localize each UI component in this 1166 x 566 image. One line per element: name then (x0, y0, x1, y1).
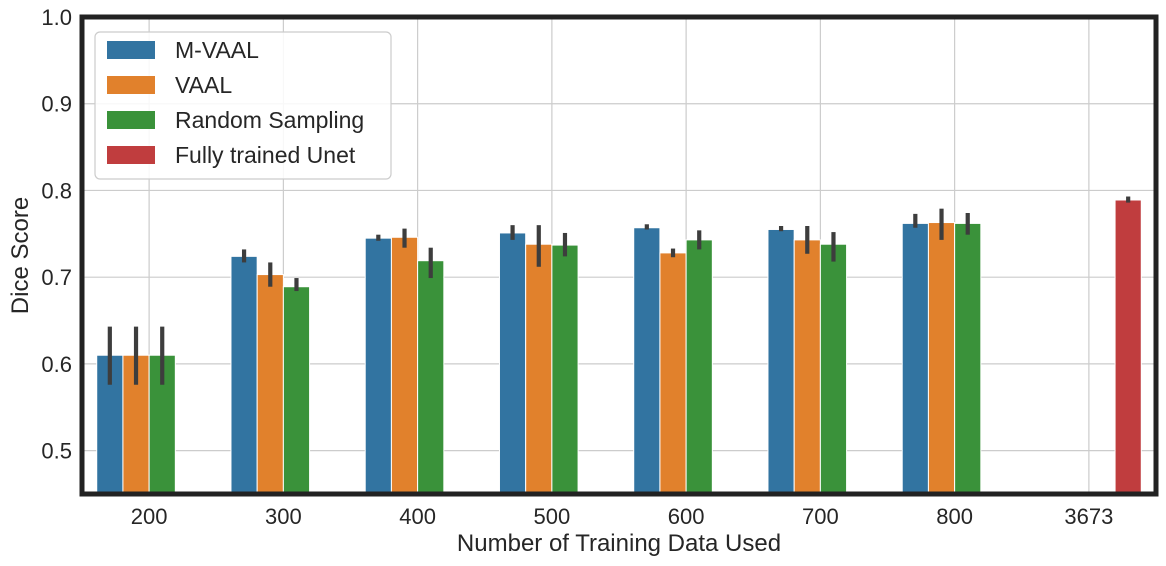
x-axis-ticks: 200 300 400 500 600 700 800 3673 (131, 504, 1114, 529)
plot-frame (79, 14, 1159, 497)
x-tick-label: 200 (131, 504, 168, 529)
y-tick-label: 0.6 (41, 352, 72, 377)
legend-box (94, 31, 392, 180)
x-tick-label: 500 (534, 504, 571, 529)
bar (282, 286, 311, 495)
bar (633, 227, 661, 495)
bar (659, 252, 687, 495)
legend-swatch (107, 111, 155, 129)
bars (96, 199, 1142, 495)
bar (390, 236, 419, 495)
bar (498, 232, 527, 495)
bar (954, 222, 982, 495)
x-tick-label: 3673 (1064, 504, 1113, 529)
bar (525, 243, 553, 495)
x-tick-label: 300 (265, 504, 302, 529)
bar (901, 222, 929, 495)
y-tick-label: 1.0 (41, 5, 72, 30)
legend-entry: Fully trained Unet (175, 142, 356, 168)
legend-entry: VAAL (175, 72, 232, 98)
x-tick-label: 600 (668, 504, 705, 529)
legend-swatch (107, 41, 155, 59)
bar (685, 239, 713, 495)
bar (230, 255, 258, 495)
y-axis-label: Dice Score (7, 197, 34, 314)
x-axis-label: Number of Training Data Used (457, 530, 781, 557)
y-axis-ticks: 0.5 0.6 0.7 0.8 0.9 1.0 (41, 5, 72, 464)
bar (1114, 199, 1142, 495)
bar (767, 228, 795, 495)
legend-swatch (107, 146, 155, 164)
bar (364, 237, 392, 495)
bar (551, 244, 579, 495)
legend-entry: M-VAAL (175, 37, 259, 63)
y-tick-label: 0.8 (41, 178, 72, 203)
bar (793, 239, 821, 495)
bar (417, 260, 445, 495)
x-tick-label: 700 (802, 504, 839, 529)
bar (819, 243, 848, 495)
legend-entry: Random Sampling (175, 107, 364, 133)
x-tick-label: 800 (936, 504, 973, 529)
y-tick-label: 0.7 (41, 265, 72, 290)
legend-swatch (107, 76, 155, 94)
bar (256, 274, 284, 495)
y-tick-label: 0.9 (41, 92, 72, 117)
x-tick-label: 400 (399, 504, 436, 529)
error-bars (107, 196, 1131, 385)
legend: M-VAAL VAAL Random Sampling Fully trained U… (94, 31, 392, 180)
y-tick-label: 0.5 (41, 439, 72, 464)
bar (927, 222, 956, 495)
